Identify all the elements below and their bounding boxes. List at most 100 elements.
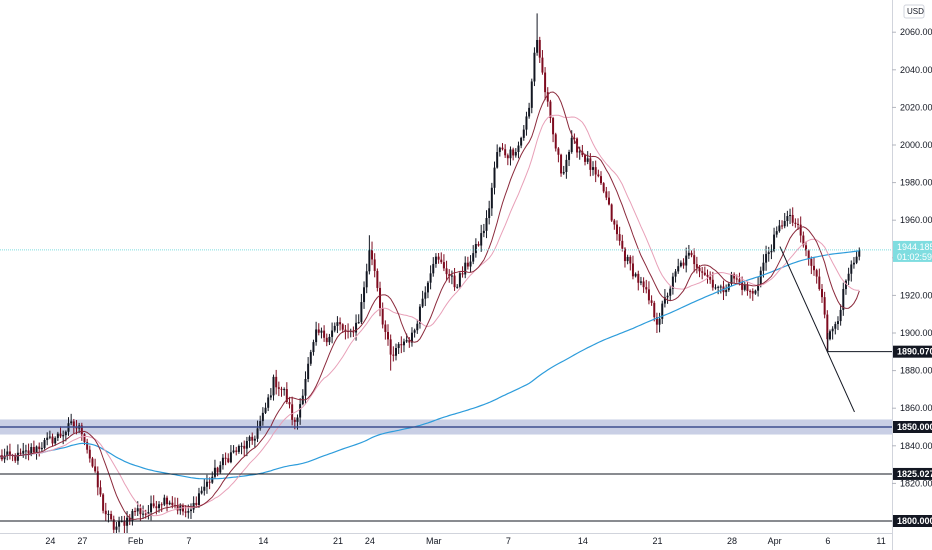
candle-body: [807, 250, 810, 259]
candle-body: [485, 218, 488, 231]
candle-body: [607, 197, 610, 205]
candle: [142, 505, 145, 519]
candle-body: [219, 465, 222, 473]
candle: [184, 505, 187, 518]
current-price-badge: [893, 240, 932, 262]
time-tick-label: 7: [186, 536, 191, 546]
plot-area: [0, 13, 892, 533]
candle: [432, 257, 435, 277]
candle-body: [682, 262, 685, 266]
candle: [607, 191, 610, 206]
candle-body: [735, 278, 738, 280]
candle: [504, 144, 507, 158]
candle: [517, 141, 520, 159]
candle-body: [131, 510, 134, 521]
candle-body: [344, 329, 347, 332]
candle: [533, 47, 536, 87]
candle: [514, 148, 517, 158]
candle-body: [709, 276, 712, 280]
candle: [205, 474, 208, 494]
candle-body: [482, 230, 485, 234]
candle-body: [703, 272, 706, 275]
candle-body: [600, 176, 603, 184]
price-tick-label: 2040.000: [900, 65, 932, 75]
candle-body: [139, 508, 142, 515]
candle: [365, 263, 368, 294]
candle: [509, 146, 512, 166]
candle-body: [858, 249, 861, 257]
level-badge: [893, 515, 932, 527]
candle-body: [429, 273, 432, 283]
candle: [104, 502, 107, 522]
candle: [272, 374, 275, 401]
candle-body: [618, 234, 621, 241]
candle-body: [184, 511, 187, 513]
candle: [813, 257, 816, 276]
candle-body: [533, 52, 536, 82]
candle-body: [754, 290, 757, 294]
candle: [163, 494, 166, 507]
candle-body: [437, 256, 440, 260]
candle-body: [751, 291, 754, 294]
candle-body: [474, 243, 477, 254]
candle: [339, 317, 342, 331]
candle-body: [387, 331, 390, 340]
time-tick-label: 14: [258, 536, 268, 546]
candle: [189, 503, 192, 519]
candle: [621, 234, 624, 252]
candle-body: [706, 274, 709, 277]
candle-body: [778, 225, 781, 232]
candle-body: [416, 323, 419, 331]
candle-body: [791, 214, 794, 223]
candle-body: [828, 331, 831, 340]
candle-body: [842, 289, 845, 310]
candle: [818, 268, 821, 291]
candle-body: [283, 389, 286, 391]
candle-body: [75, 427, 78, 429]
candle: [8, 443, 11, 460]
candle: [639, 276, 642, 286]
candle: [70, 413, 73, 426]
candle-body: [408, 340, 411, 343]
candle-body: [786, 216, 789, 221]
candle-body: [448, 274, 451, 276]
candle-body: [200, 490, 203, 494]
candle-body: [134, 510, 137, 512]
candle-body: [597, 174, 600, 177]
level-badge-label: 1825.027: [897, 469, 932, 479]
candle-body: [40, 447, 43, 450]
candle: [379, 281, 382, 317]
candle: [213, 459, 216, 479]
candle-body: [642, 281, 645, 288]
candle: [709, 271, 712, 284]
candle: [437, 253, 440, 264]
candle: [477, 241, 480, 247]
candle-body: [578, 151, 581, 153]
time-tick-label: 27: [77, 536, 87, 546]
candle-body: [160, 504, 163, 506]
candle: [538, 36, 541, 64]
candle: [147, 505, 150, 520]
candle: [850, 260, 853, 282]
candle-body: [717, 286, 720, 288]
candle-body: [743, 284, 746, 290]
candle: [312, 339, 315, 356]
candle: [645, 279, 648, 294]
candle-body: [14, 455, 17, 461]
candle-body: [104, 510, 107, 515]
candle: [852, 257, 855, 269]
candle: [775, 226, 778, 238]
candle-body: [216, 467, 219, 473]
candle: [634, 272, 637, 278]
candle-body: [432, 263, 435, 274]
candle-body: [30, 446, 33, 454]
candle: [717, 285, 720, 295]
time-tick-label: Mar: [426, 536, 442, 546]
candle-body: [142, 513, 145, 515]
candle: [232, 445, 235, 454]
candle: [741, 276, 744, 296]
level-badge: [893, 345, 932, 358]
candle-body: [496, 152, 499, 168]
time-tick-label: 14: [578, 536, 588, 546]
